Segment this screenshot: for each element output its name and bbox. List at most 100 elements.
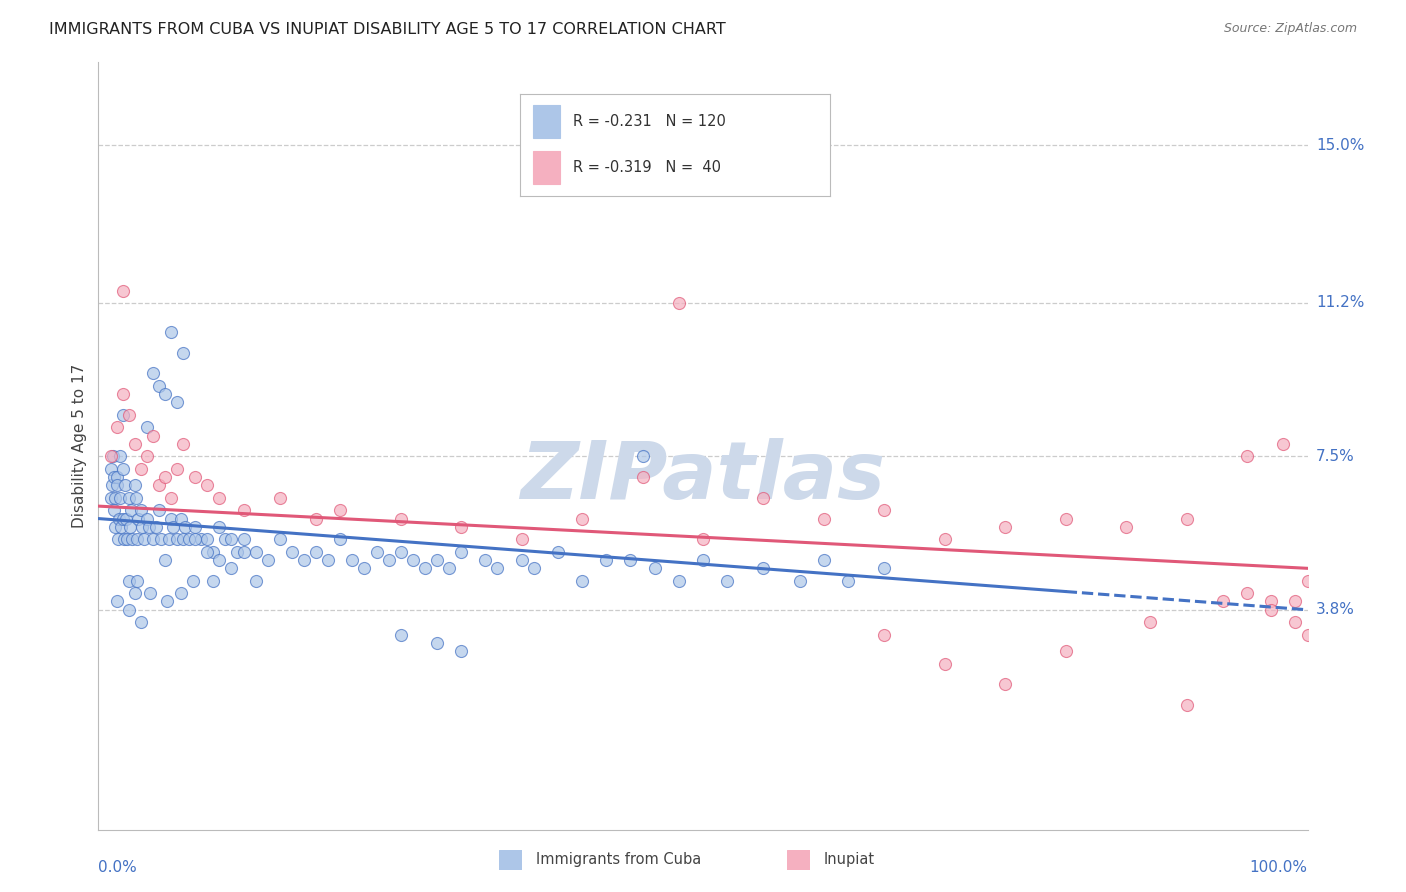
- Point: [305, 511, 328, 525]
- Point: [101, 450, 124, 464]
- Bar: [533, 151, 561, 184]
- Point: [994, 520, 1017, 534]
- Bar: [533, 105, 561, 137]
- Point: [692, 553, 714, 567]
- Point: [135, 511, 157, 525]
- Point: [644, 561, 666, 575]
- Point: [104, 491, 127, 505]
- Point: [232, 533, 254, 547]
- Point: [145, 520, 167, 534]
- Point: [269, 533, 291, 547]
- Point: [142, 428, 165, 442]
- Point: [166, 395, 188, 409]
- Point: [100, 450, 122, 464]
- Point: [221, 533, 243, 547]
- Point: [486, 561, 509, 575]
- Point: [110, 520, 132, 534]
- Point: [124, 586, 146, 600]
- Point: [571, 574, 593, 588]
- Point: [118, 520, 141, 534]
- Point: [111, 511, 134, 525]
- Point: [124, 478, 146, 492]
- Point: [752, 561, 775, 575]
- Point: [179, 533, 201, 547]
- Point: [366, 545, 388, 559]
- Point: [934, 533, 956, 547]
- Point: [195, 545, 218, 559]
- Text: 7.5%: 7.5%: [1316, 449, 1354, 464]
- Point: [208, 491, 231, 505]
- Point: [547, 545, 569, 559]
- Point: [172, 533, 194, 547]
- Text: Source: ZipAtlas.com: Source: ZipAtlas.com: [1223, 22, 1357, 36]
- Point: [1054, 511, 1077, 525]
- Point: [873, 561, 896, 575]
- Point: [114, 478, 136, 492]
- Point: [162, 520, 184, 534]
- Point: [100, 462, 122, 476]
- Point: [402, 553, 425, 567]
- Point: [112, 533, 135, 547]
- Point: [1284, 594, 1306, 608]
- Point: [121, 533, 143, 547]
- Point: [142, 367, 165, 381]
- Point: [160, 491, 183, 505]
- Point: [166, 462, 188, 476]
- Text: ZIPatlas: ZIPatlas: [520, 438, 886, 516]
- Point: [214, 533, 236, 547]
- Point: [1175, 511, 1198, 525]
- Point: [571, 511, 593, 525]
- Point: [426, 553, 449, 567]
- Point: [813, 553, 835, 567]
- Point: [316, 553, 339, 567]
- Point: [789, 574, 811, 588]
- Point: [108, 511, 131, 525]
- Point: [127, 511, 149, 525]
- Point: [202, 574, 225, 588]
- Point: [153, 387, 176, 401]
- Point: [353, 561, 375, 575]
- Point: [169, 511, 191, 525]
- Point: [474, 553, 496, 567]
- Point: [389, 511, 412, 525]
- Point: [1284, 615, 1306, 630]
- Point: [153, 470, 176, 484]
- Point: [118, 408, 141, 422]
- Point: [172, 345, 194, 359]
- Point: [292, 553, 315, 567]
- Point: [837, 574, 859, 588]
- Point: [111, 408, 134, 422]
- Point: [107, 533, 129, 547]
- Point: [184, 470, 207, 484]
- Text: 0.0%: 0.0%: [98, 860, 138, 875]
- Point: [389, 545, 412, 559]
- Text: 15.0%: 15.0%: [1316, 138, 1364, 153]
- Point: [108, 450, 131, 464]
- Point: [105, 420, 128, 434]
- Point: [150, 533, 173, 547]
- Point: [437, 561, 460, 575]
- Point: [245, 574, 267, 588]
- Point: [131, 520, 153, 534]
- Point: [142, 533, 165, 547]
- Point: [134, 533, 156, 547]
- Point: [115, 511, 138, 525]
- Point: [118, 491, 141, 505]
- Text: 100.0%: 100.0%: [1250, 860, 1308, 875]
- Text: 11.2%: 11.2%: [1316, 295, 1364, 310]
- Point: [256, 553, 278, 567]
- Point: [1212, 594, 1234, 608]
- Point: [118, 574, 141, 588]
- Point: [245, 545, 267, 559]
- Point: [1296, 628, 1319, 642]
- Point: [221, 561, 243, 575]
- Point: [523, 561, 546, 575]
- Point: [595, 553, 617, 567]
- Point: [208, 553, 231, 567]
- Point: [269, 491, 291, 505]
- Point: [138, 520, 160, 534]
- Point: [305, 545, 328, 559]
- Point: [124, 437, 146, 451]
- Point: [426, 636, 449, 650]
- Point: [127, 574, 149, 588]
